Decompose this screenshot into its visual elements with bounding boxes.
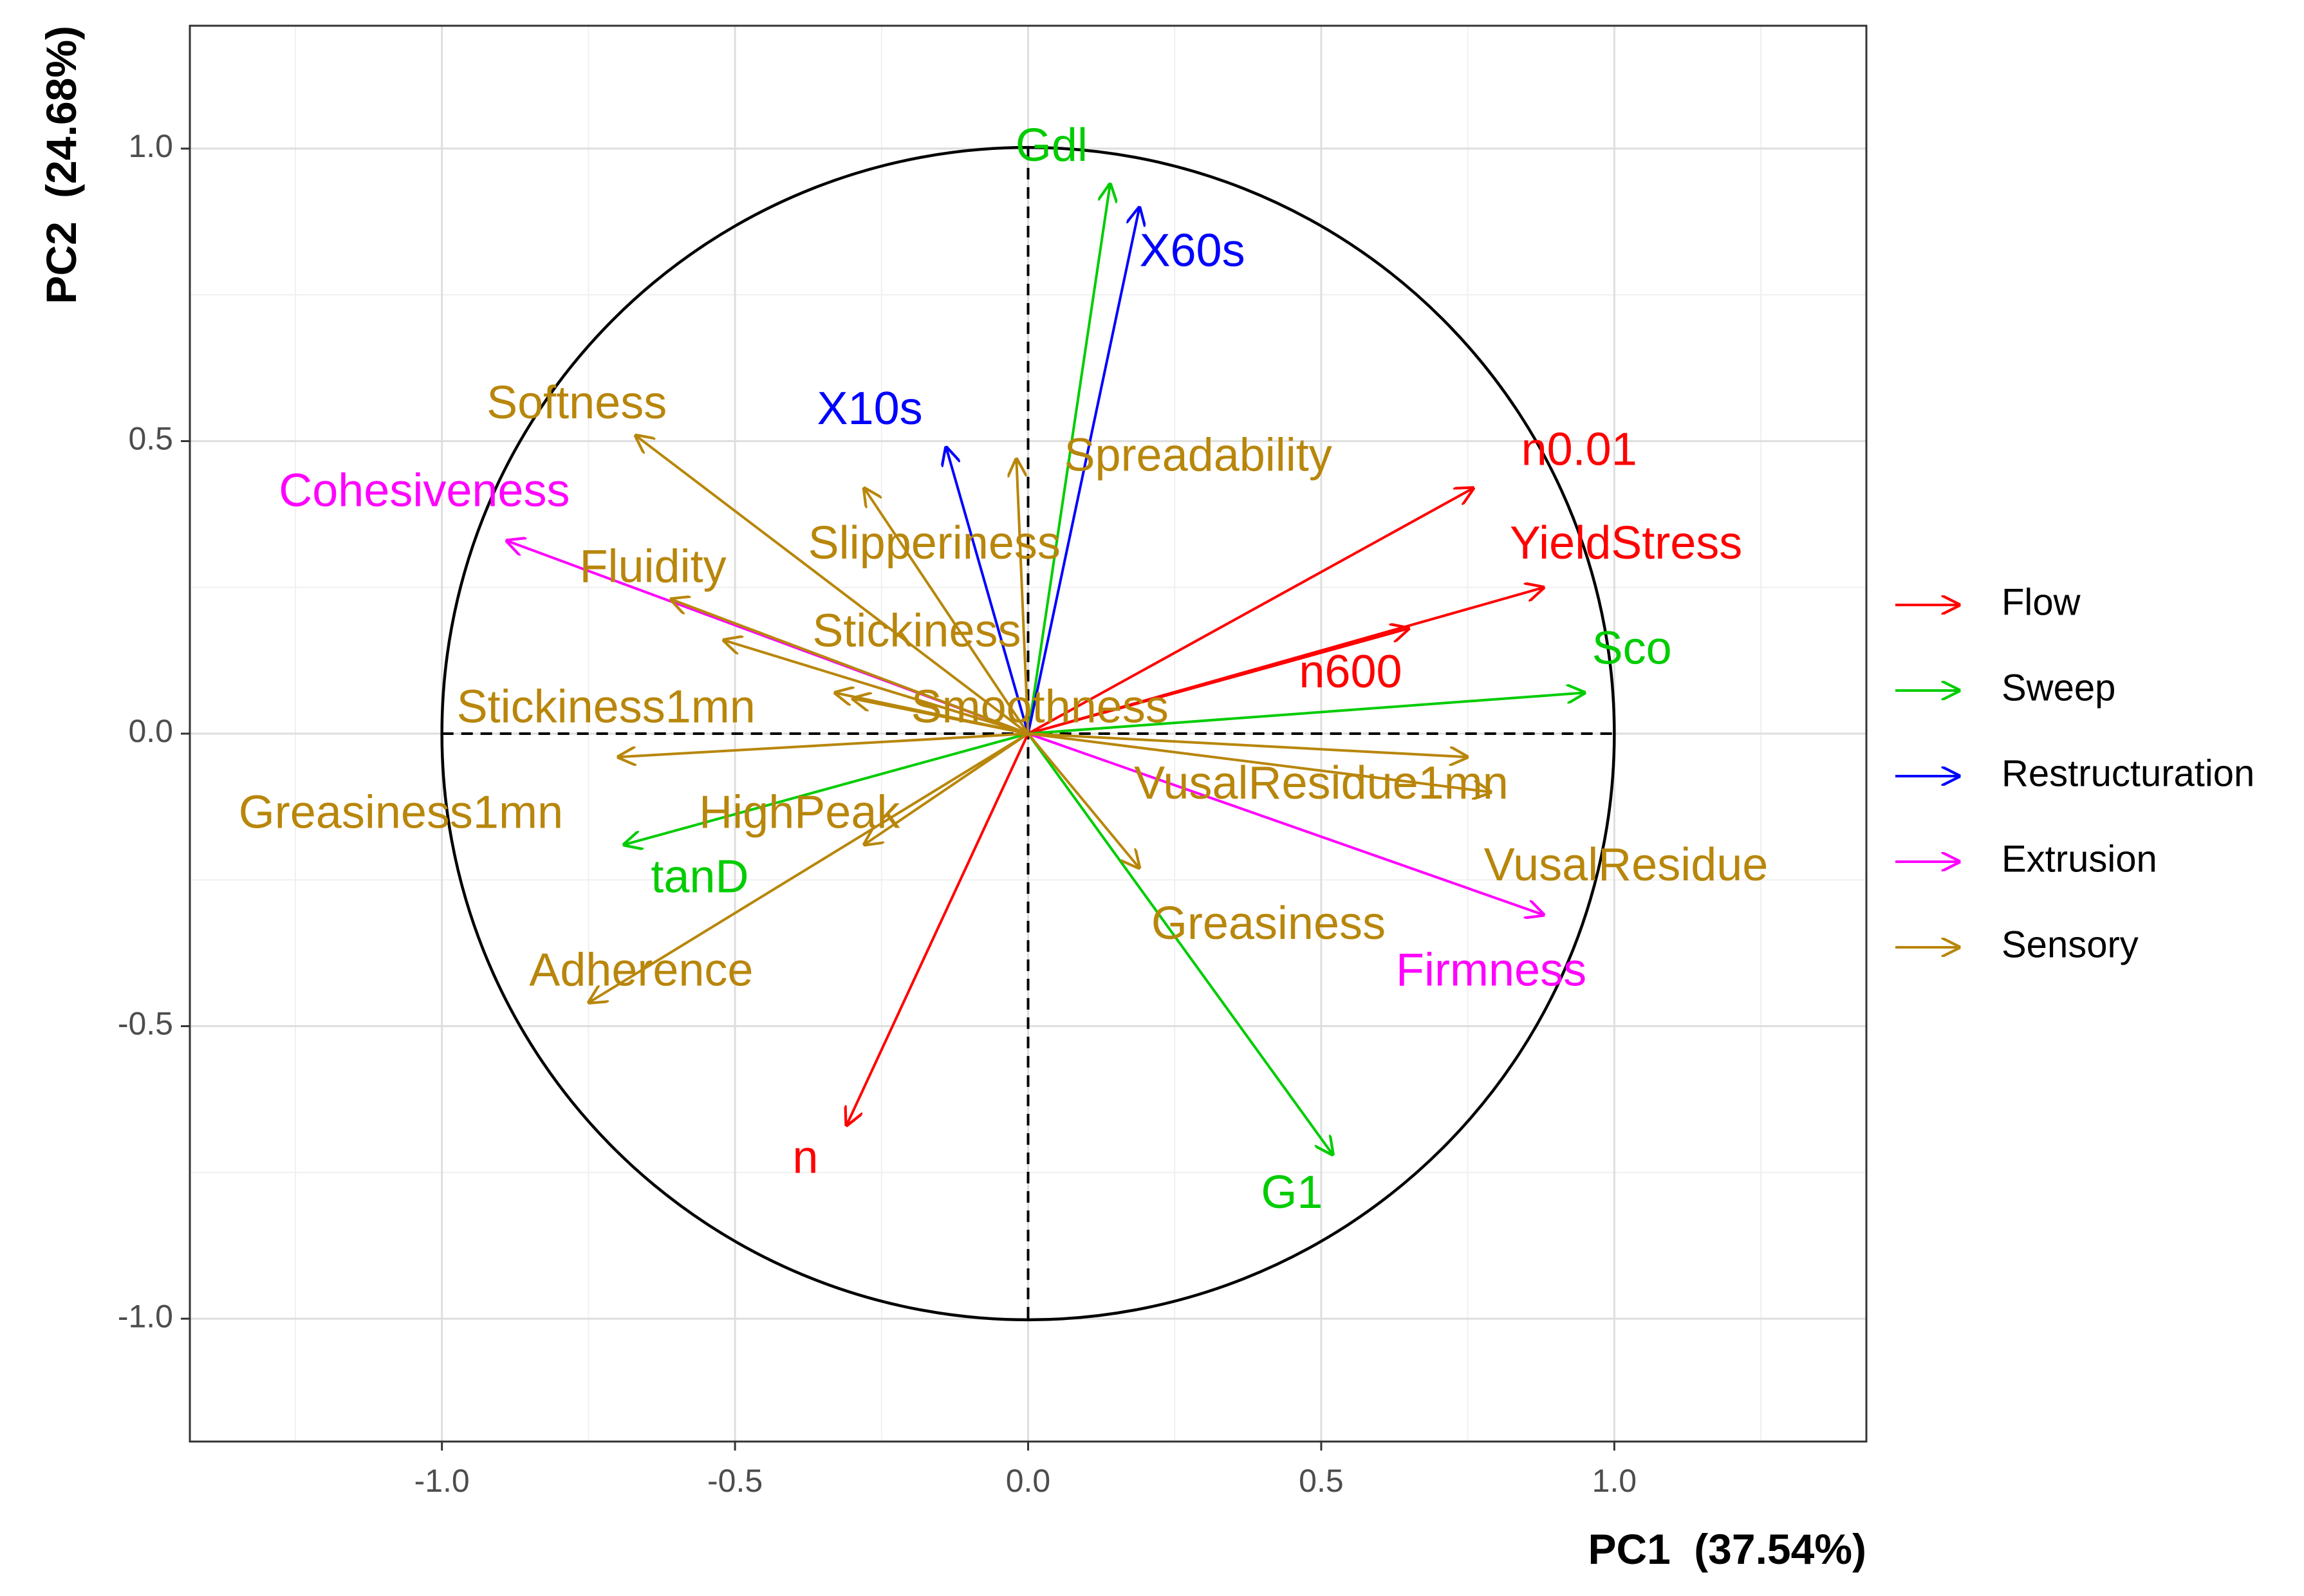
y-axis-name: PC2 [37, 221, 85, 304]
arrow-n600 [1027, 628, 1409, 735]
arrow-firmness [1027, 732, 1545, 915]
label-highpeak: HighPeak [699, 786, 900, 838]
y-tick-label: 0.5 [128, 421, 173, 457]
y-tick-label: -0.5 [118, 1006, 173, 1042]
arrow-fluidity [671, 599, 1029, 735]
arrow-stickiness [723, 640, 1029, 735]
label-gdl: Gdl [1016, 120, 1088, 171]
label-softness: Softness [487, 377, 667, 429]
unit-circle [440, 145, 1616, 1322]
arrow-n0-01 [1027, 488, 1474, 735]
label-spreadability: Spreadability [1064, 430, 1332, 481]
arrow-spreadability [1016, 459, 1030, 734]
arrow-x10s [946, 447, 1030, 734]
legend-label-extrusion: Extrusion [2002, 838, 2157, 880]
variable-arrows [506, 183, 1585, 1155]
arrow-slipperiness [864, 488, 1030, 735]
label-vusalresidue1mn: VusalResidue1mn [1134, 757, 1509, 809]
arrow-vusalresidue [1028, 732, 1492, 792]
x-tick-label: 0.5 [1299, 1463, 1344, 1499]
label-g1: G1 [1261, 1167, 1323, 1218]
legend-label-sensory: Sensory [2002, 923, 2139, 965]
arrow-tand [624, 732, 1029, 845]
label-yieldstress: YieldStress [1510, 517, 1742, 569]
label-n: n [792, 1132, 818, 1183]
arrow-vusalresidue1mn [1028, 732, 1468, 757]
x-tick-label: -1.0 [414, 1463, 470, 1499]
label-firmness: Firmness [1396, 945, 1586, 996]
arrow-smoothness [835, 692, 1028, 735]
y-tick-label: 0.0 [128, 713, 173, 749]
arrow-g1 [1027, 732, 1333, 1155]
arrow-sco [1028, 692, 1585, 735]
label-vusalresidue: VusalResidue [1484, 839, 1769, 891]
y-axis-title: PC2 (24.68%) [37, 26, 85, 304]
label-slipperiness: Slipperiness [808, 517, 1061, 569]
legend-label-sweep: Sweep [2002, 667, 2115, 709]
label-x10s: X10s [817, 383, 923, 434]
label-n0-01: n0.01 [1521, 424, 1637, 476]
x-tick-label: 1.0 [1592, 1463, 1637, 1499]
legend-label-flow: Flow [2002, 581, 2081, 623]
label-sco: Sco [1592, 623, 1672, 674]
label-greasiness1mn: Greasiness1mn [239, 786, 563, 838]
x-tick-label: 0.0 [1006, 1463, 1051, 1499]
variable-labels: n0.01 YieldStress n600 n Gdl Sco tanD G1 X60s X10… [239, 120, 1769, 1218]
arrow-softness [635, 435, 1029, 735]
arrow-n [846, 733, 1030, 1126]
arrow-greasiness [1027, 732, 1140, 868]
label-fluidity: Fluidity [580, 541, 727, 592]
label-adherence: Adherence [529, 945, 753, 996]
legend: Flow Sweep Restructuration Extrusion Sensory [1895, 581, 2254, 965]
x-axis-percent: (37.54%) [1694, 1525, 1866, 1573]
label-n600: n600 [1299, 646, 1402, 698]
arrow-highpeak [864, 732, 1029, 845]
y-axis-ticks: 1.0 0.5 0.0 -0.5 -1.0 [118, 128, 190, 1334]
label-x60s: X60s [1139, 225, 1245, 277]
arrow-gdl [1027, 183, 1111, 734]
label-smoothness: Smoothness [911, 682, 1169, 733]
x-axis-ticks: -1.0 -0.5 0.0 0.5 1.0 [414, 1442, 1637, 1499]
label-tand: tanD [651, 851, 748, 902]
arrow-x60s [1027, 207, 1140, 734]
arrow-adherence [588, 732, 1029, 1003]
y-tick-label: -1.0 [118, 1298, 173, 1334]
label-stickiness: Stickiness [812, 605, 1021, 656]
arrow-greasiness1mn [618, 732, 1028, 757]
x-axis-name: PC1 [1588, 1525, 1670, 1573]
y-axis-percent: (24.68%) [37, 26, 85, 198]
legend-label-restructuration: Restructuration [2002, 752, 2254, 794]
label-greasiness: Greasiness [1151, 898, 1386, 949]
label-stickiness1mn: Stickiness1mn [457, 682, 756, 733]
y-tick-label: 1.0 [128, 128, 173, 164]
x-tick-label: -0.5 [707, 1463, 763, 1499]
label-cohesiveness: Cohesiveness [279, 465, 570, 516]
x-axis-title: PC1 (37.54%) [1588, 1525, 1866, 1573]
